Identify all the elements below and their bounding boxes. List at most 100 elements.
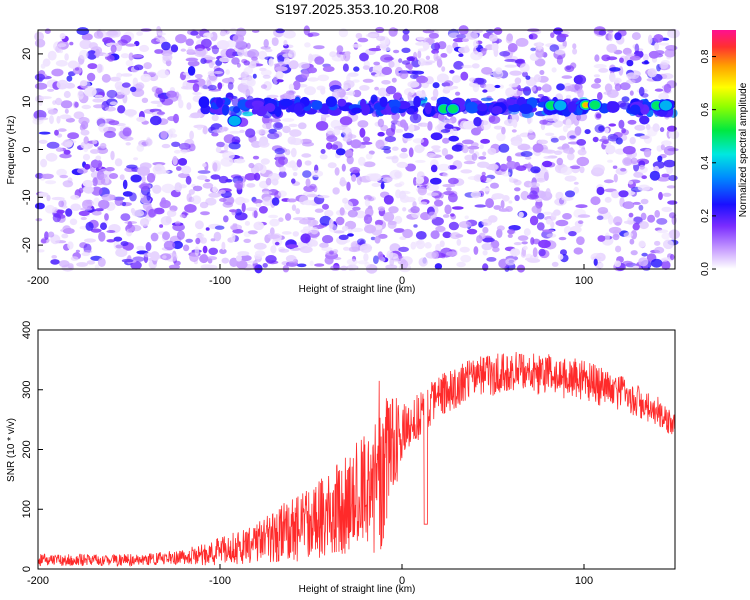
spectral-cell	[590, 252, 604, 262]
spectral-cell	[402, 33, 410, 42]
spectral-cell	[458, 53, 464, 57]
spectral-cell	[665, 45, 678, 51]
spectral-cell	[499, 51, 511, 57]
spectral-cell	[381, 80, 391, 85]
spectral-cell	[405, 163, 416, 172]
spectral-cell	[349, 166, 361, 174]
spectral-cell	[537, 212, 545, 220]
spectral-cell	[213, 231, 222, 242]
spectral-cell	[408, 147, 414, 158]
spectral-cell	[364, 224, 376, 234]
spectral-cell	[91, 210, 102, 216]
spectral-cell	[131, 54, 143, 58]
spectrogram-y-tick-label: -20	[21, 237, 33, 253]
spectral-cell	[382, 47, 392, 51]
spectral-cell	[375, 139, 385, 150]
spectral-cell	[488, 115, 501, 125]
spectral-cell	[205, 227, 210, 231]
spectral-cell	[150, 232, 159, 242]
spectral-cell	[114, 197, 124, 207]
spectral-cell	[565, 94, 572, 99]
spectral-cell	[136, 245, 145, 251]
spectral-cell	[139, 218, 150, 227]
spectral-cell	[537, 41, 543, 51]
spectral-cell	[448, 177, 459, 185]
spectral-cell	[64, 108, 69, 114]
spectral-cell	[191, 195, 202, 205]
spectral-cell	[639, 135, 650, 140]
spectral-cell	[435, 56, 442, 61]
spectral-cell	[380, 182, 385, 190]
spectral-cell	[69, 218, 78, 226]
spectral-cell	[40, 158, 48, 168]
spectral-cell	[577, 214, 591, 218]
spectral-cell	[35, 95, 44, 103]
spectral-cell	[569, 165, 581, 170]
spectral-cell	[212, 162, 218, 172]
spectral-cell	[602, 140, 609, 144]
spectral-cell	[449, 232, 461, 240]
spectral-cell	[353, 66, 360, 72]
spectral-cell	[225, 40, 237, 48]
spectral-cell	[641, 175, 647, 180]
spectral-cell	[556, 55, 564, 65]
spectral-cell	[550, 137, 559, 143]
spectral-cell	[259, 136, 269, 147]
spectral-cell	[299, 218, 311, 225]
spectral-cell	[59, 33, 66, 40]
spectral-cell	[34, 202, 45, 210]
spectral-cell	[593, 258, 598, 266]
spectral-cell	[193, 48, 207, 58]
spectral-cell	[82, 153, 91, 161]
spectral-cell	[500, 199, 505, 209]
spectral-cell	[460, 169, 473, 174]
spectral-cell	[279, 94, 285, 99]
spectral-cell	[576, 236, 585, 246]
spectral-cell	[288, 60, 299, 70]
spectral-cell	[113, 236, 123, 242]
spectral-cell	[458, 46, 470, 54]
spectrogram-y-tick-label: 10	[21, 96, 33, 108]
spectral-cell	[615, 137, 623, 145]
spectral-cell	[41, 173, 54, 179]
spectral-cell	[527, 134, 536, 139]
spectral-cell	[162, 231, 171, 241]
spectral-cell	[70, 256, 79, 261]
spectral-cell	[300, 233, 311, 244]
spectral-cell	[532, 143, 544, 153]
spectral-cell	[130, 174, 142, 183]
colorbar-tick-label: 0.0	[700, 262, 711, 276]
spectral-cell	[388, 27, 398, 37]
spectral-cell	[92, 177, 98, 187]
spectral-cell	[654, 210, 660, 218]
spectral-cell	[518, 211, 524, 218]
spectral-cell	[130, 261, 142, 270]
spectral-cell	[186, 193, 192, 203]
spectral-cell	[155, 87, 163, 95]
spectral-cell	[490, 182, 499, 189]
spectral-cell	[509, 248, 521, 257]
spectral-cell	[653, 34, 664, 43]
spectral-cell	[658, 92, 669, 101]
spectral-cell	[58, 200, 65, 208]
spectral-cell	[274, 241, 280, 246]
colorbar-ticks: 0.0 0.2 0.4 0.6 0.8	[700, 49, 716, 276]
spectral-cell	[663, 239, 674, 250]
spectral-cell	[416, 36, 426, 41]
snr-x-axis-label: Height of straight line (km)	[299, 584, 416, 595]
spectral-cell	[81, 252, 91, 257]
snr-x-tick-label: 100	[575, 575, 593, 587]
spectral-cell	[573, 181, 579, 185]
spectral-cell	[135, 82, 145, 90]
spectral-cell	[480, 97, 494, 102]
spectral-ridge-cell	[274, 106, 282, 118]
spectral-cell	[514, 77, 522, 85]
spectral-cell	[93, 31, 104, 39]
spectral-cell	[180, 149, 188, 154]
spectral-hotspot	[445, 102, 461, 115]
spectral-cell	[385, 156, 398, 160]
spectral-cell	[391, 77, 397, 83]
spectral-cell	[441, 66, 446, 72]
spectral-cell	[63, 90, 71, 99]
spectral-cell	[233, 158, 246, 164]
